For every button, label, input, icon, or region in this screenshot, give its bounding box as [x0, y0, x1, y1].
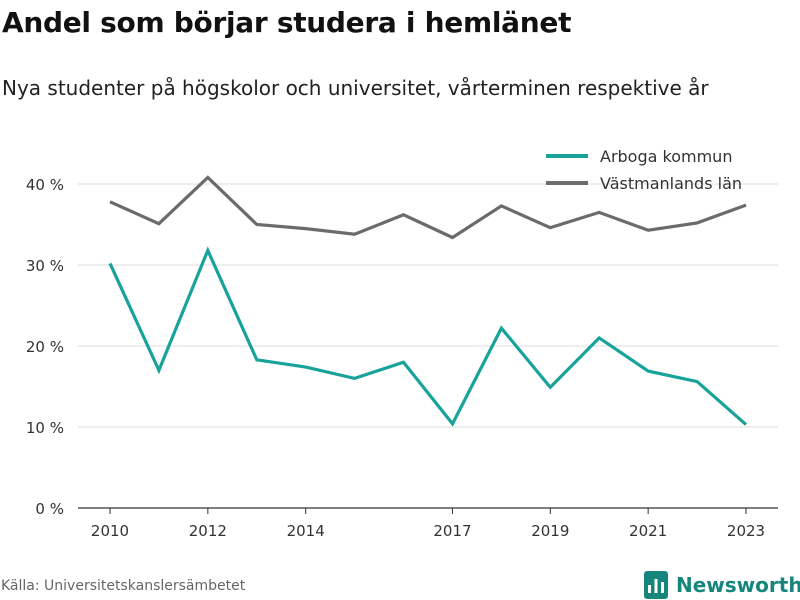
axes: 0 % 10 % 20 % 30 % 40 % 2010 2012 2014 2017 2019 2… — [26, 176, 778, 540]
brand-name: Newsworthy — [676, 573, 800, 597]
x-tick-label: 2019 — [531, 522, 569, 540]
legend-label: Västmanlands län — [600, 174, 742, 193]
y-tick-label: 20 % — [26, 338, 64, 356]
newsworthy-logo: Newsworthy — [644, 570, 800, 600]
chart-title: Andel som börjar studera i hemlänet — [2, 6, 572, 39]
y-tick-label: 30 % — [26, 257, 64, 275]
bar-chart-icon — [644, 571, 668, 599]
source-note: Källa: Universitetskanslersämbetet — [1, 578, 246, 594]
x-tick-label: 2010 — [91, 522, 129, 540]
series-lines — [108, 175, 748, 427]
grid-lines — [78, 183, 778, 428]
x-tick-label: 2023 — [727, 522, 765, 540]
x-tick-label: 2012 — [189, 522, 227, 540]
y-tick-label: 10 % — [26, 419, 64, 437]
legend-label: Arboga kommun — [600, 147, 732, 166]
series-line-vastmanland — [109, 175, 747, 240]
x-tick-label: 2017 — [433, 522, 471, 540]
x-tick-label: 2014 — [287, 522, 325, 540]
x-tick-label: 2021 — [629, 522, 667, 540]
series-line-arboga — [108, 246, 748, 427]
y-tick-label: 40 % — [26, 176, 64, 194]
chart-subtitle: Nya studenter på högskolor och universit… — [2, 76, 709, 100]
y-tick-label: 0 % — [35, 500, 64, 518]
legend: Arboga kommun Västmanlands län — [546, 147, 742, 193]
